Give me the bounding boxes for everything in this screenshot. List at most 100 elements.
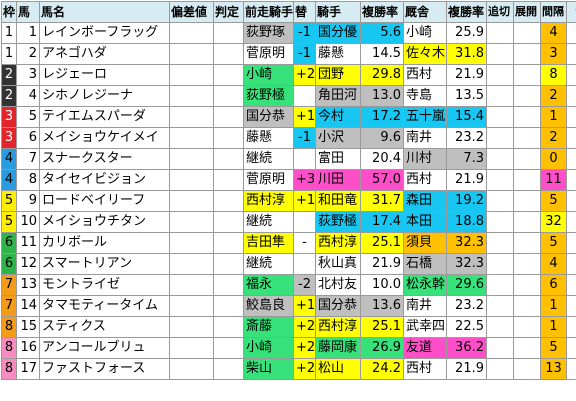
horse-number: 1 <box>17 23 40 44</box>
stable-rate: 21.9 <box>447 65 487 86</box>
hantei-cell <box>214 233 244 254</box>
header-kankaku[interactable]: 間隔 <box>541 2 567 23</box>
tenkai-cell <box>514 338 541 359</box>
jockey-rate: 14.5 <box>361 44 404 65</box>
jockey-change: +3 <box>294 170 316 191</box>
extra-cell <box>567 44 576 65</box>
jockey-change <box>294 254 316 275</box>
header-zenso-jockey[interactable]: 前走騎手 <box>244 2 294 23</box>
header-hantei[interactable]: 判定 <box>214 2 244 23</box>
oikiri-cell <box>487 359 514 380</box>
jockey-change: -1 <box>294 23 316 44</box>
extra-cell <box>567 317 576 338</box>
jockey-name: 北村友 <box>316 275 361 296</box>
waku-cell: 2 <box>2 65 17 86</box>
jockey-change: -1 <box>294 44 316 65</box>
hensa-cell <box>170 317 214 338</box>
horse-name: モントライゼ <box>40 275 170 296</box>
jockey-change: +2 <box>294 359 316 380</box>
horse-number: 7 <box>17 149 40 170</box>
stable-rate: 32.3 <box>447 254 487 275</box>
stable-name: 佐々木 <box>404 44 447 65</box>
hensa-cell <box>170 149 214 170</box>
header-jockey[interactable]: 騎手 <box>316 2 361 23</box>
stable-rate: 22.5 <box>447 317 487 338</box>
jockey-rate: 5.6 <box>361 23 404 44</box>
hensa-cell <box>170 296 214 317</box>
stable-name: 川村 <box>404 149 447 170</box>
sort-arrow-icon[interactable]: ↑ <box>567 2 576 23</box>
jockey-name: 藤懸 <box>316 44 361 65</box>
stable-rate: 21.9 <box>447 359 487 380</box>
stable-rate: 13.5 <box>447 86 487 107</box>
interval-cell: 4 <box>541 23 567 44</box>
jockey-change <box>294 149 316 170</box>
jockey-rate: 13.6 <box>361 296 404 317</box>
prev-jockey: 国分恭 <box>244 107 294 128</box>
header-uma[interactable]: 馬 <box>17 2 40 23</box>
horse-name: メイショウチタン <box>40 212 170 233</box>
header-kawari[interactable]: 替 <box>294 2 316 23</box>
header-waku[interactable]: 枠 <box>2 2 17 23</box>
header-name[interactable]: 馬名 <box>40 2 170 23</box>
stable-rate: 18.8 <box>447 212 487 233</box>
prev-jockey: 菅原明 <box>244 170 294 191</box>
header-fukusho1[interactable]: 複勝率 <box>361 2 404 23</box>
jockey-change: +1 <box>294 191 316 212</box>
oikiri-cell <box>487 317 514 338</box>
interval-cell: 5 <box>541 233 567 254</box>
hensa-cell <box>170 170 214 191</box>
jockey-rate: 13.0 <box>361 86 404 107</box>
header-hensa[interactable]: 偏差値 <box>170 2 214 23</box>
stable-name: 西村 <box>404 65 447 86</box>
jockey-rate: 25.1 <box>361 233 404 254</box>
horse-name: シホノレジーナ <box>40 86 170 107</box>
header-stable[interactable]: 厩舎 <box>404 2 447 23</box>
prev-jockey: 西村淳 <box>244 191 294 212</box>
horse-name: スマートリアン <box>40 254 170 275</box>
tenkai-cell <box>514 191 541 212</box>
hensa-cell <box>170 107 214 128</box>
jockey-rate: 10.0 <box>361 275 404 296</box>
stable-name: 寺島 <box>404 86 447 107</box>
hantei-cell <box>214 317 244 338</box>
tenkai-cell <box>514 254 541 275</box>
jockey-rate: 57.0 <box>361 170 404 191</box>
jockey-rate: 24.2 <box>361 359 404 380</box>
stable-rate: 19.2 <box>447 191 487 212</box>
oikiri-cell <box>487 149 514 170</box>
prev-jockey: 藤懸 <box>244 128 294 149</box>
stable-rate: 36.2 <box>447 338 487 359</box>
header-fukusho2[interactable]: 複勝率 <box>447 2 487 23</box>
hantei-cell <box>214 359 244 380</box>
interval-cell: 5 <box>541 338 567 359</box>
extra-cell <box>567 86 576 107</box>
jockey-name: 和田竜 <box>316 191 361 212</box>
extra-cell <box>567 233 576 254</box>
stable-name: 森田 <box>404 191 447 212</box>
header-oikiri[interactable]: 追切 <box>487 2 514 23</box>
tenkai-cell <box>514 107 541 128</box>
header-tenkai[interactable]: 展開 <box>514 2 541 23</box>
extra-cell <box>567 212 576 233</box>
tenkai-cell <box>514 170 541 191</box>
interval-cell: 11 <box>541 170 567 191</box>
horse-name: ロードベイリーフ <box>40 191 170 212</box>
